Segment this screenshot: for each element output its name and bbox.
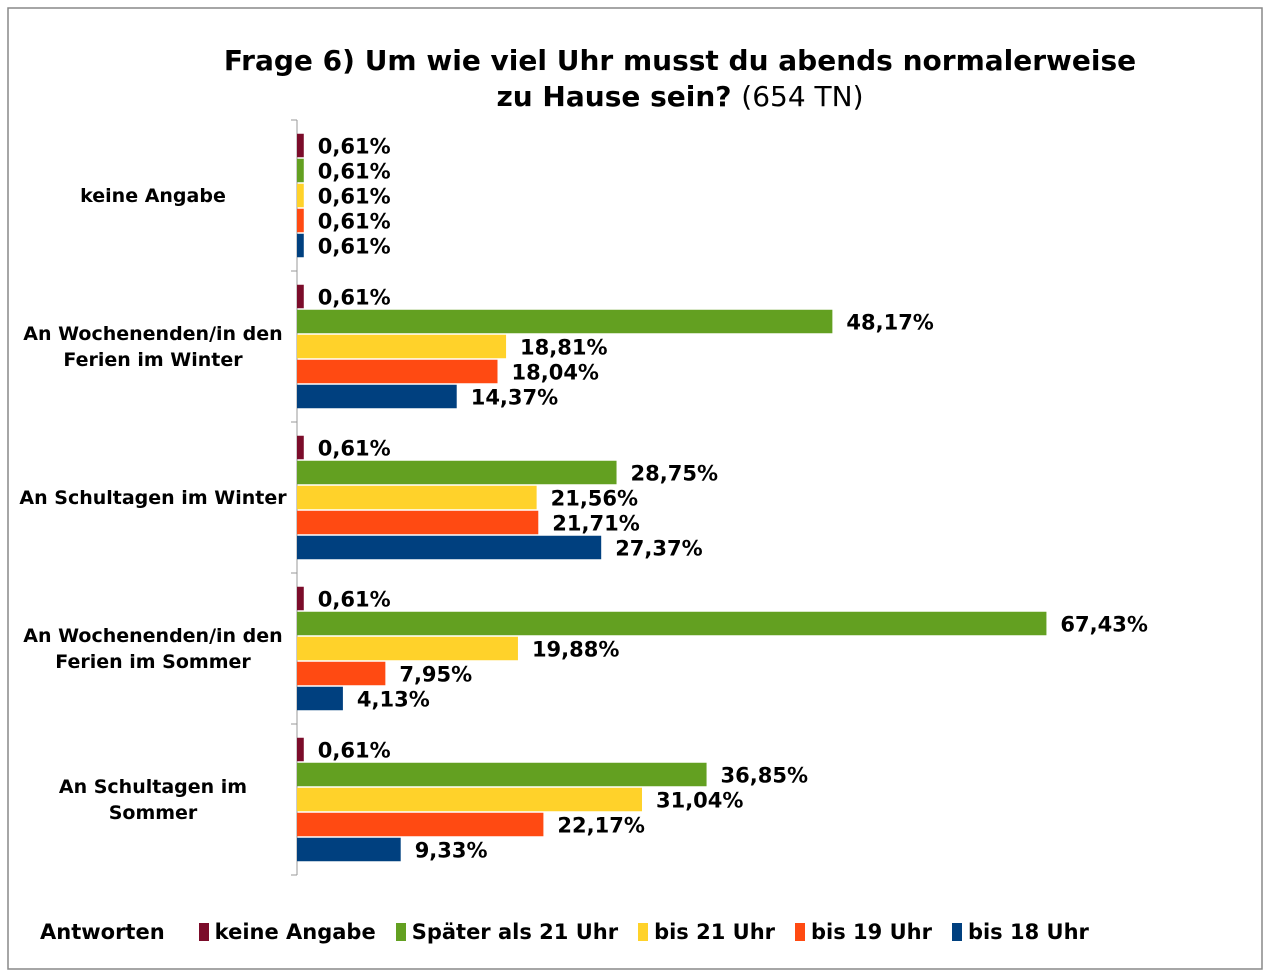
bar xyxy=(297,158,304,183)
legend-swatch xyxy=(638,923,649,941)
legend-label: bis 19 Uhr xyxy=(811,920,932,944)
bar xyxy=(297,611,1047,636)
category-label: An Schultagen im Sommer xyxy=(58,775,248,824)
legend-item: Später als 21 Uhr xyxy=(395,920,619,944)
data-label: 21,56% xyxy=(551,487,638,511)
bar xyxy=(297,485,537,510)
chart-title: zu Hause sein? (654 TN) xyxy=(496,80,863,113)
data-label: 0,61% xyxy=(318,185,391,209)
bar xyxy=(297,686,343,711)
data-label: 7,95% xyxy=(399,663,472,687)
legend-label: Später als 21 Uhr xyxy=(411,920,619,944)
data-label: 0,61% xyxy=(318,160,391,184)
data-label: 18,04% xyxy=(512,361,599,385)
data-label: 0,61% xyxy=(318,135,391,159)
bar xyxy=(297,359,498,384)
data-label: 0,61% xyxy=(318,210,391,234)
data-label: 36,85% xyxy=(721,764,808,788)
legend-item: keine Angabe xyxy=(198,920,376,944)
chart-title-note: (654 TN) xyxy=(741,80,863,113)
data-label: 18,81% xyxy=(520,336,607,360)
bar xyxy=(297,183,304,208)
data-label: 67,43% xyxy=(1060,613,1147,637)
bar xyxy=(297,812,544,837)
data-label: 21,71% xyxy=(552,512,639,536)
data-label: 27,37% xyxy=(615,537,702,561)
bar xyxy=(297,636,518,661)
bar xyxy=(297,535,602,560)
legend-item: bis 18 Uhr xyxy=(951,920,1089,944)
bar xyxy=(297,133,304,158)
legend-swatch xyxy=(795,923,805,941)
bar xyxy=(297,334,507,359)
bar xyxy=(297,384,457,409)
data-label: 22,17% xyxy=(557,814,644,838)
bar xyxy=(297,737,304,762)
legend-swatch xyxy=(951,923,962,941)
chart-title: Frage 6) Um wie viel Uhr musst du abends… xyxy=(224,44,1136,77)
bar xyxy=(297,837,401,862)
data-label: 14,37% xyxy=(471,386,558,410)
bar xyxy=(297,233,304,258)
bar xyxy=(297,510,539,535)
data-label: 48,17% xyxy=(846,311,933,335)
data-label: 4,13% xyxy=(357,688,430,712)
category-label: An Wochenenden/in den Ferien im Sommer xyxy=(23,624,283,673)
data-label: 9,33% xyxy=(415,839,488,863)
data-label: 19,88% xyxy=(532,638,619,662)
chart-title: zu Hause sein? xyxy=(496,80,731,113)
legend: Antworten keine Angabe Später als 21 Uhr bi… xyxy=(40,920,1109,944)
legend-label: bis 21 Uhr xyxy=(654,920,775,944)
data-label: 0,61% xyxy=(318,235,391,259)
data-label: 31,04% xyxy=(656,789,743,813)
bar xyxy=(297,284,304,309)
category-label: An Schultagen im Winter xyxy=(19,486,287,509)
bar xyxy=(297,787,642,812)
legend-swatch xyxy=(395,923,406,941)
data-label: 28,75% xyxy=(631,462,718,486)
category-label: An Wochenenden/in den Ferien im Winter xyxy=(23,322,283,371)
category-label: keine Angabe xyxy=(80,184,226,207)
data-label: 0,61% xyxy=(318,437,391,461)
bar xyxy=(297,435,304,460)
legend-item: bis 21 Uhr xyxy=(638,920,775,944)
data-label: 0,61% xyxy=(318,588,391,612)
legend-label: keine Angabe xyxy=(214,920,376,944)
bar xyxy=(297,661,386,686)
legend-title: Antworten xyxy=(40,920,165,944)
bar xyxy=(297,460,617,485)
bar xyxy=(297,762,707,787)
bar xyxy=(297,208,304,233)
data-label: 0,61% xyxy=(318,739,391,763)
legend-label: bis 18 Uhr xyxy=(967,920,1089,944)
legend-swatch xyxy=(198,923,209,941)
data-label: 0,61% xyxy=(318,286,391,310)
bar xyxy=(297,309,833,334)
legend-item: bis 19 Uhr xyxy=(795,920,932,944)
bar xyxy=(297,586,304,611)
